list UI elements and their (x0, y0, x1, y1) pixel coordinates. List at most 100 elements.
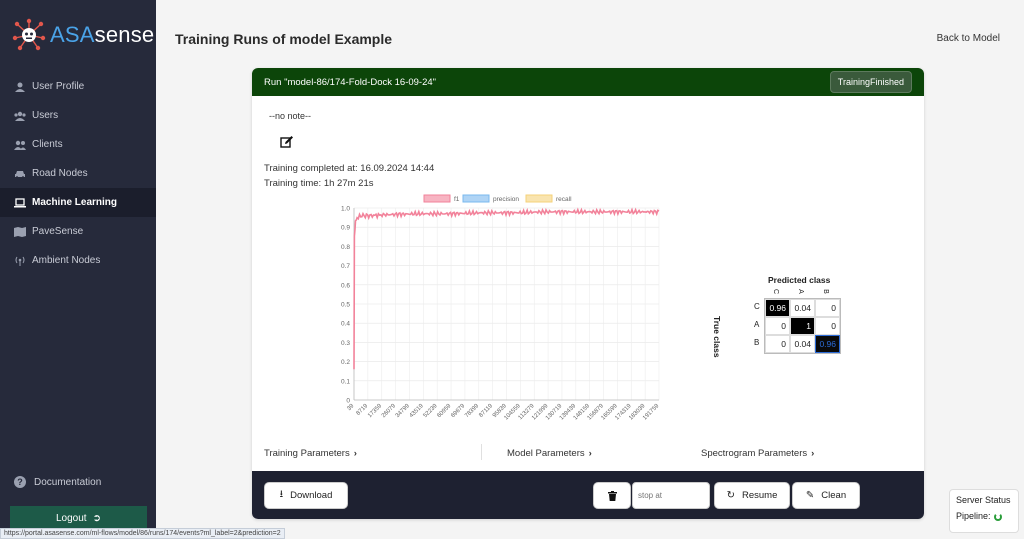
chevron-right-icon: › (588, 448, 592, 459)
brand-logo[interactable]: ASAsense (12, 18, 154, 52)
x-tick-label: 26079 (381, 403, 398, 420)
y-tick-label: 0.4 (341, 321, 350, 328)
delete-button[interactable] (593, 482, 631, 509)
confusion-cell[interactable]: 0 (765, 335, 790, 353)
sign-out-icon: ➲ (92, 512, 101, 524)
download-button[interactable]: ⭳ Download (264, 482, 348, 509)
clean-label: Clean (821, 490, 847, 501)
logo-icon (12, 18, 46, 51)
confusion-row-label: C (754, 302, 760, 311)
x-tick-label: 34799 (395, 403, 412, 420)
status-badge: TrainingFinished (829, 71, 912, 93)
status-bar-url: https://portal.asasense.com/ml-flows/mod… (0, 528, 285, 539)
run-note: --no note-- (269, 111, 312, 121)
edit-icon[interactable] (280, 135, 294, 149)
confusion-cell[interactable]: 0.96 (765, 299, 790, 317)
sidebar-item-label: PaveSense (32, 226, 84, 237)
x-tick-label: 191759 (642, 403, 661, 422)
confusion-cell[interactable]: 0.04 (790, 335, 815, 353)
y-tick-label: 0.3 (341, 340, 350, 347)
x-tick-label: 69679 (450, 403, 467, 420)
y-tick-label: 0.2 (341, 359, 350, 366)
server-status-title: Server Status (956, 495, 1011, 505)
spectrogram-parameters-label: Spectrogram Parameters (701, 448, 808, 459)
legend-label: f1 (454, 196, 460, 203)
back-to-model-link[interactable]: Back to Model (936, 33, 1000, 44)
training-time: Training time: 1h 27m 21s (264, 178, 374, 189)
spectrogram-parameters-toggle[interactable]: Spectrogram Parameters › (701, 448, 814, 459)
sidebar: ASAsense User Profile Users Clients Road… (0, 0, 156, 539)
confusion-ylabel: True class (712, 316, 722, 358)
pipeline-status: Pipeline: (956, 511, 1012, 521)
sidebar-item-road-nodes[interactable]: Road Nodes (0, 159, 156, 188)
confusion-row-label: A (754, 320, 760, 329)
clients-icon (14, 139, 26, 151)
legend-swatch (525, 194, 553, 203)
trash-icon (607, 490, 617, 501)
page-title: Training Runs of model Example (175, 31, 393, 47)
users-icon (14, 110, 26, 122)
sidebar-item-ambient-nodes[interactable]: Ambient Nodes (0, 246, 156, 275)
confusion-cell[interactable]: 1 (790, 317, 815, 335)
y-tick-label: 0.9 (341, 225, 350, 232)
confusion-cell[interactable]: 0 (815, 299, 840, 317)
training-completed: Training completed at: 16.09.2024 14:44 (264, 163, 435, 174)
resume-label: Resume (742, 490, 778, 501)
y-tick-label: 0 (346, 398, 350, 405)
y-tick-label: 1.0 (341, 206, 350, 213)
broom-icon: ✎ (805, 490, 815, 501)
y-tick-label: 0.7 (341, 263, 350, 270)
sidebar-item-user-profile[interactable]: User Profile (0, 72, 156, 101)
run-card-header: Run "model-86/174-Fold-Dock 16-09-24" Tr… (252, 68, 924, 96)
confusion-col-label: A (796, 289, 804, 294)
documentation-link[interactable]: ? Documentation (14, 476, 101, 488)
server-status-panel: Server Status Pipeline: (949, 489, 1019, 533)
x-tick-label: 43519 (409, 403, 426, 420)
confusion-cell[interactable]: 0.04 (790, 299, 815, 317)
sidebar-item-label: Road Nodes (32, 168, 88, 179)
car-icon (14, 168, 26, 180)
redo-icon: ↻ (726, 490, 735, 501)
x-tick-label: 17359 (367, 403, 384, 420)
confusion-title: Predicted class (768, 275, 831, 285)
legend-swatch (423, 194, 451, 203)
training-parameters-label: Training Parameters (264, 448, 350, 459)
x-tick-label: 78399 (464, 403, 481, 420)
sidebar-item-label: Clients (32, 139, 63, 150)
confusion-col-label: C (772, 288, 780, 295)
model-parameters-label: Model Parameters (507, 448, 585, 459)
download-icon: ⭳ (279, 489, 284, 500)
confusion-cell[interactable]: 0 (765, 317, 790, 335)
y-tick-label: 0.6 (341, 282, 350, 289)
map-icon (14, 226, 26, 238)
legend-label: precision (493, 196, 519, 203)
broadcast-icon (14, 255, 26, 267)
sidebar-item-machine-learning[interactable]: Machine Learning (0, 188, 156, 217)
confusion-cell[interactable]: 0 (815, 317, 840, 335)
logout-button[interactable]: Logout ➲ (10, 506, 147, 530)
sidebar-item-pavesense[interactable]: PaveSense (0, 217, 156, 246)
logout-label: Logout (56, 512, 87, 524)
confusion-col-label: B (821, 289, 829, 294)
sidebar-item-users[interactable]: Users (0, 101, 156, 130)
confusion-cell[interactable]: 0.96 (815, 335, 840, 353)
f1-series-line (353, 207, 660, 370)
brand-name: ASAsense (50, 22, 155, 47)
question-icon: ? (14, 476, 26, 488)
run-title: Run "model-86/174-Fold-Dock 16-09-24" (264, 76, 437, 88)
sidebar-item-label: Machine Learning (32, 197, 118, 208)
sidebar-item-label: Ambient Nodes (32, 255, 101, 266)
y-tick-label: 0.8 (341, 244, 350, 251)
confusion-row-label: B (754, 338, 760, 347)
run-card-footer: ⭳ Download ↻ Resume ✎ Clean (252, 471, 924, 519)
legend-swatch (462, 194, 490, 203)
run-card: Run "model-86/174-Fold-Dock 16-09-24" Tr… (252, 68, 924, 519)
clean-button[interactable]: ✎ Clean (792, 482, 860, 509)
sidebar-item-clients[interactable]: Clients (0, 130, 156, 159)
training-parameters-toggle[interactable]: Training Parameters › (264, 448, 357, 459)
stop-at-input[interactable] (632, 482, 710, 509)
model-parameters-toggle[interactable]: Model Parameters › (507, 448, 592, 459)
sidebar-item-label: Users (32, 110, 59, 121)
resume-button[interactable]: ↻ Resume (714, 482, 790, 509)
metrics-chart: f1 precision recall 0 0.1 0.2 0.3 0.4 0.5 0.6 0.7 0… (341, 194, 661, 422)
